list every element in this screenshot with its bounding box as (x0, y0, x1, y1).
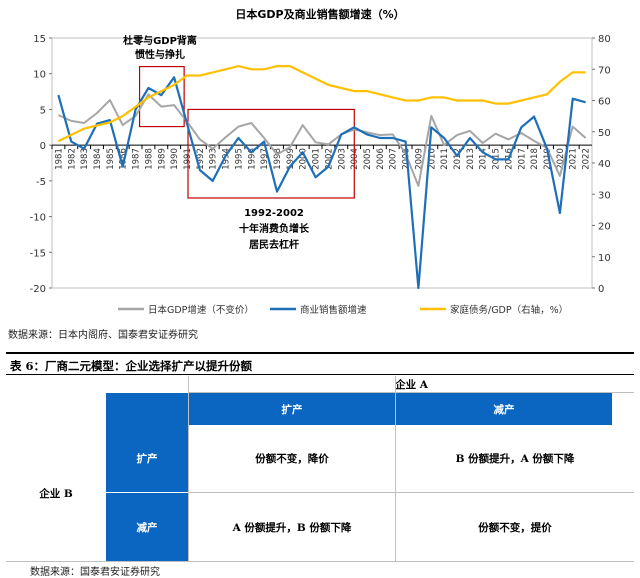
row-header-reduce: 减产 (106, 493, 188, 562)
left-tick-label: -5 (36, 177, 46, 188)
left-tick-label: -15 (30, 248, 46, 259)
chart-title: 日本GDP及商业销售额增速（%） (235, 7, 404, 21)
x-tick-label: 1995 (234, 148, 244, 170)
cell-expand-reduce: B 份额提升，A 份额下降 (455, 453, 575, 465)
x-tick-label: 1985 (106, 148, 116, 170)
x-tick-label: 1990 (170, 148, 180, 170)
series-line-2 (57, 76, 586, 290)
x-tick-label: 1983 (80, 148, 90, 170)
x-tick-label: 2018 (530, 148, 540, 170)
grid-line (395, 376, 396, 562)
x-tick-label: 1987 (132, 148, 142, 170)
annotation-text: 惯性与挣扎 (135, 48, 185, 61)
right-tick-label: 40 (598, 159, 611, 170)
left-axis: 15 10 5 0 -5 -10 -15 -20 (30, 34, 52, 295)
x-tick-label: 2010 (427, 148, 437, 170)
right-tick-label: 80 (598, 34, 611, 45)
x-tick-label: 1988 (144, 148, 154, 170)
x-tick-label: 2003 (337, 148, 347, 170)
x-tick-label: 2007 (389, 148, 399, 170)
x-tick-label: 1984 (93, 148, 103, 170)
header-company-a: 企业 A (395, 379, 428, 391)
series-lines (57, 64, 587, 290)
x-tick-label: 2021 (569, 148, 579, 170)
x-tick-label: 1996 (247, 148, 257, 170)
x-tick-label: 2009 (414, 148, 424, 170)
x-tick-label: 2022 (582, 148, 592, 170)
left-tick-label: 5 (40, 105, 46, 116)
annotation-text: 杜零与GDP背离 (123, 34, 197, 47)
left-tick-label: 0 (40, 141, 46, 152)
right-tick-label: 60 (598, 97, 611, 108)
right-tick-label: 70 (598, 65, 611, 76)
left-tick-label: -20 (30, 284, 46, 295)
x-tick-label: 2012 (453, 148, 463, 170)
row-header-expand: 扩产 (106, 425, 188, 492)
chart-source: 数据来源：日本内阁府、国泰君安证券研究 (8, 330, 198, 341)
legend-label: 家庭债务/GDP（右轴，%） (450, 304, 568, 316)
table-source: 数据来源：国泰君安证券研究 (30, 567, 160, 578)
x-tick-label: 2020 (556, 148, 566, 170)
grid-line (189, 492, 634, 493)
legend-label: 日本GDP增速（不变价） (148, 304, 254, 316)
highlight-boxes (138, 65, 355, 199)
x-tick-label: 1982 (67, 148, 77, 170)
cell-reduce-reduce: 份额不变，提价 (478, 522, 552, 534)
right-tick-label: 20 (598, 222, 611, 233)
grid-line (189, 392, 634, 393)
left-tick-label: -10 (30, 213, 46, 224)
right-axis: 80 70 60 50 40 30 20 10 0 (592, 34, 611, 295)
x-tick-label: 2017 (517, 148, 527, 170)
divider (6, 374, 634, 375)
highlight-box-1992-2002 (187, 108, 355, 199)
x-tick-label: 1992 (196, 148, 206, 170)
x-tick-label: 2005 (363, 148, 373, 170)
legend-label: 商业销售额增速 (300, 304, 367, 316)
x-tick-label: 2013 (466, 148, 476, 170)
col-header-reduce: 减产 (396, 393, 612, 425)
right-tick-label: 50 (598, 128, 611, 139)
left-tick-label: 10 (33, 70, 46, 81)
x-tick-label: 1989 (157, 148, 167, 170)
annotation-text: 1992-2002 (244, 208, 304, 219)
col-header-expand: 扩产 (189, 393, 395, 425)
legend: 日本GDP增速（不变价） 商业销售额增速 家庭债务/GDP（右轴，%） (118, 304, 568, 316)
right-tick-label: 0 (598, 284, 604, 295)
x-axis: 1981 1982 1983 1984 1985 1986 1987 1988 1989 1990… (51, 145, 592, 170)
x-tick-label: 2001 (312, 148, 322, 170)
grid-line (188, 376, 189, 562)
grid-line (6, 561, 634, 562)
x-tick-label: 1981 (54, 148, 64, 170)
table-title: 表 6：厂商二元模型：企业选择扩产以提升份额 (10, 359, 253, 373)
x-tick-label: 2002 (324, 148, 334, 170)
x-tick-label: 1993 (209, 148, 219, 170)
annotation-text: 十年消费负增长 (239, 222, 310, 235)
x-tick-label: 2014 (479, 148, 489, 170)
cell-reduce-expand: A 份额提升，B 份额下降 (232, 522, 352, 534)
x-tick-label: 2004 (350, 148, 360, 170)
right-tick-label: 10 (598, 253, 611, 264)
x-tick-label: 2000 (299, 148, 309, 170)
divider (6, 352, 634, 354)
x-tick-label: 1997 (260, 148, 270, 170)
game-matrix-table: 企业 A 扩产 减产 企业 B 扩产 减产 份额不变，降价 B 份额提升，A 份… (6, 376, 634, 562)
right-tick-label: 30 (598, 190, 611, 201)
corner-cell (106, 393, 188, 425)
highlight-box-1988-1990 (138, 65, 185, 128)
x-tick-label: 1999 (286, 148, 296, 170)
x-tick-label: 1998 (273, 148, 283, 170)
cell-expand-expand: 份额不变，降价 (255, 453, 329, 465)
x-tick-label: 2011 (440, 148, 450, 170)
series-line-3 (57, 64, 586, 143)
x-tick-label: 2006 (376, 148, 386, 170)
annotation-text: 居民去杠杆 (249, 238, 299, 251)
x-tick-label: 1994 (222, 148, 232, 170)
header-company-b: 企业 B (39, 488, 73, 500)
left-tick-label: 15 (33, 34, 46, 45)
